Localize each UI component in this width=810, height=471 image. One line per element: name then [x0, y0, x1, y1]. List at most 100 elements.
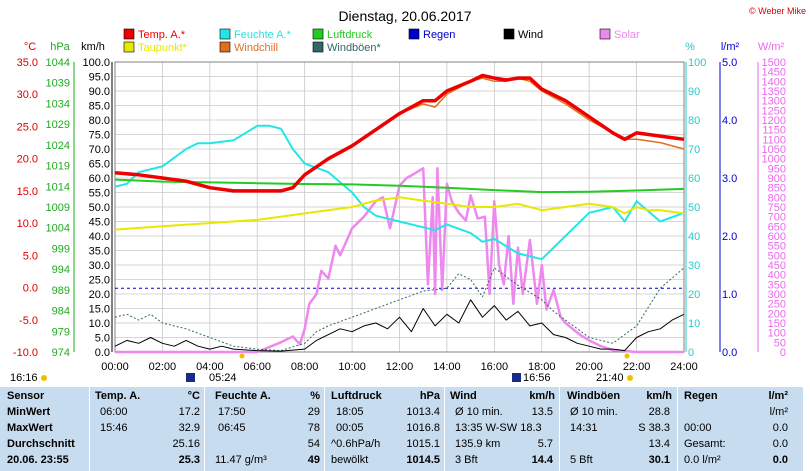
- tick-label-solar: 1450: [762, 67, 786, 79]
- table-cell-humidity-time: 17:50: [218, 406, 246, 418]
- table-cell-rain-desc: 0.0 l/m²: [684, 454, 721, 466]
- table-cell-gust: 13.4: [648, 438, 670, 450]
- tick-label-solar: 500: [768, 250, 786, 262]
- tick-label-humidity: 30: [688, 260, 700, 272]
- sunrise-marker-icon: [186, 373, 195, 382]
- table-cell-wind-desc: 3 Bft: [455, 454, 478, 466]
- tick-label-pressure: 999: [52, 243, 70, 255]
- legend-label: Feuchte A.*: [234, 29, 292, 41]
- series-line-feuchte-a: [114, 124, 685, 261]
- legend-swatch: [503, 28, 515, 40]
- table-cell-humidity: 29: [307, 406, 320, 418]
- sunrise-time-label: 05:24: [209, 372, 237, 384]
- tick-label-wind: 40.0: [89, 231, 110, 243]
- tick-label-wind: 5.0: [95, 333, 110, 345]
- tick-label-temp: 0.0: [23, 283, 38, 295]
- tick-label-solar: 300: [768, 289, 786, 301]
- series-line-windb-en: [114, 267, 685, 352]
- sunset-marker-icon: [512, 373, 521, 382]
- table-cell-rain: 0.0: [772, 422, 788, 434]
- x-tick-label: 14:00: [433, 361, 461, 373]
- series-line-taupunkt: [114, 196, 685, 231]
- tick-label-solar: 50: [774, 337, 786, 349]
- tick-label-temp: 30.0: [17, 89, 38, 101]
- table-column-bg: [326, 387, 445, 471]
- table-header-sensor: Sensor: [7, 390, 45, 402]
- tick-label-pressure: 1044: [46, 57, 70, 69]
- tick-label-wind: 45.0: [89, 217, 110, 229]
- tick-label-pressure: 979: [52, 326, 70, 338]
- tick-label-temp: 10.0: [17, 218, 38, 230]
- tick-label-wind: 65.0: [89, 159, 110, 171]
- tick-label-solar: 0: [780, 347, 786, 359]
- sunrise-axis-sun-icon: [239, 353, 245, 359]
- tick-label-temp: 35.0: [17, 57, 38, 69]
- table-cell-wind-desc: Ø 10 min.: [455, 406, 503, 418]
- table-header-humidity: Feuchte A.: [215, 390, 271, 402]
- table-cell-humidity-desc: 11.47 g/m³: [215, 454, 267, 466]
- tick-label-solar: 750: [768, 202, 786, 214]
- table-cell-temp: 17.2: [178, 406, 200, 418]
- table-cell-pressure-time: 00:05: [336, 422, 364, 434]
- tick-label-solar: 950: [768, 163, 786, 175]
- tick-label-pressure: 1014: [46, 181, 70, 193]
- table-row-label: Durchschnitt: [7, 438, 75, 450]
- legend-swatch: [123, 28, 135, 40]
- tick-label-pressure: 974: [52, 347, 70, 359]
- table-header-rain-unit: l/m²: [768, 390, 788, 402]
- x-tick-label: 16:00: [481, 361, 509, 373]
- table-cell-pressure-time: 18:05: [336, 406, 364, 418]
- x-tick-label: 08:00: [291, 361, 319, 373]
- tick-label-wind: 100.0: [82, 57, 110, 69]
- table-cell-wind: 5.7: [537, 438, 553, 450]
- legend-label: Solar: [614, 29, 640, 41]
- tick-label-solar: 200: [768, 308, 786, 320]
- tick-label-humidity: 10: [688, 318, 700, 330]
- tick-label-solar: 700: [768, 212, 786, 224]
- tick-label-rain: 1.0: [722, 289, 737, 301]
- series: [114, 73, 685, 354]
- table-cell-humidity-time: 06:45: [218, 422, 246, 434]
- legend-label: Taupunkt*: [138, 42, 188, 54]
- tick-label-wind: 30.0: [89, 260, 110, 272]
- sunset-axis-sun-icon: [624, 353, 630, 359]
- tick-label-solar: 850: [768, 183, 786, 195]
- axis-unit-rain: l/m²: [721, 41, 740, 53]
- table-header-rain: Regen: [684, 390, 718, 402]
- table-header-humidity-unit: %: [310, 390, 320, 402]
- legend-swatch: [312, 41, 324, 53]
- tick-label-humidity: 90: [688, 86, 700, 98]
- sunset-time-label: 21:40: [596, 372, 624, 384]
- tick-label-rain: 2.0: [722, 231, 737, 243]
- x-tick-label: 24:00: [670, 361, 698, 373]
- x-tick-label: 18:00: [528, 361, 556, 373]
- tick-label-temp: 5.0: [23, 250, 38, 262]
- table-header-temp: Temp. A.: [95, 390, 141, 402]
- legend-swatch: [219, 41, 231, 53]
- legend-label: Regen: [423, 29, 455, 41]
- table-cell-humidity: 49: [307, 454, 320, 466]
- table-cell-rain: 0.0: [772, 454, 788, 466]
- x-tick-label: 04:00: [196, 361, 224, 373]
- table-cell-temp: 25.16: [172, 438, 200, 450]
- table-header-wind-unit: km/h: [529, 390, 555, 402]
- table-cell-gust: 30.1: [648, 454, 670, 466]
- table-row-label: 20.06. 23:55: [7, 454, 69, 466]
- legend: Temp. A.* Feuchte A.* Luftdruck Regen Wind So…: [123, 28, 640, 54]
- legend-swatch: [123, 41, 135, 53]
- legend-swatch: [219, 28, 231, 40]
- tick-label-rain: 4.0: [722, 115, 737, 127]
- table-column-bg: [679, 387, 804, 471]
- x-tick-label: 00:00: [101, 361, 129, 373]
- tick-label-rain: 5.0: [722, 57, 737, 69]
- table-header-pressure: Luftdruck: [331, 390, 382, 402]
- table-cell-pressure-desc: ^0.6hPa/h: [331, 438, 381, 450]
- tick-label-pressure: 1039: [46, 78, 70, 90]
- table-cell-gust-desc: 5 Bft: [570, 454, 593, 466]
- table-cell-temp-time: 06:00: [100, 406, 128, 418]
- sunset-sun-icon: [627, 375, 633, 381]
- table-column-bg: [1, 387, 90, 471]
- tick-label-humidity: 70: [688, 144, 700, 156]
- table-header-gust: Windböen: [567, 390, 621, 402]
- x-tick-label: 06:00: [243, 361, 271, 373]
